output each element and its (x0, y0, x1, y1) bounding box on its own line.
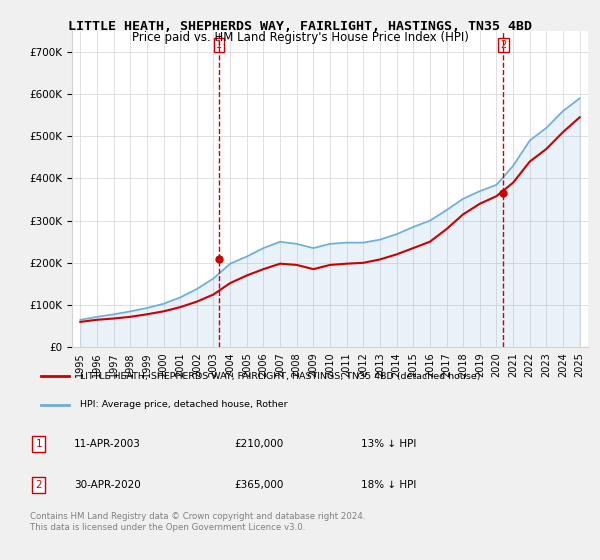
Text: 18% ↓ HPI: 18% ↓ HPI (361, 480, 416, 490)
Text: Price paid vs. HM Land Registry's House Price Index (HPI): Price paid vs. HM Land Registry's House … (131, 31, 469, 44)
Text: 2: 2 (500, 40, 506, 50)
Text: £210,000: £210,000 (234, 439, 283, 449)
Text: 2: 2 (35, 480, 42, 490)
Text: LITTLE HEATH, SHEPHERDS WAY, FAIRLIGHT, HASTINGS, TN35 4BD: LITTLE HEATH, SHEPHERDS WAY, FAIRLIGHT, … (68, 20, 532, 32)
Text: 11-APR-2003: 11-APR-2003 (74, 439, 141, 449)
Text: 13% ↓ HPI: 13% ↓ HPI (361, 439, 416, 449)
Text: 1: 1 (35, 439, 42, 449)
Text: LITTLE HEATH, SHEPHERDS WAY, FAIRLIGHT, HASTINGS, TN35 4BD (detached house): LITTLE HEATH, SHEPHERDS WAY, FAIRLIGHT, … (80, 372, 480, 381)
Text: 1: 1 (216, 40, 222, 50)
Text: Contains HM Land Registry data © Crown copyright and database right 2024.
This d: Contains HM Land Registry data © Crown c… (30, 512, 365, 532)
Text: 30-APR-2020: 30-APR-2020 (74, 480, 141, 490)
Text: £365,000: £365,000 (234, 480, 284, 490)
Text: HPI: Average price, detached house, Rother: HPI: Average price, detached house, Roth… (80, 400, 287, 409)
